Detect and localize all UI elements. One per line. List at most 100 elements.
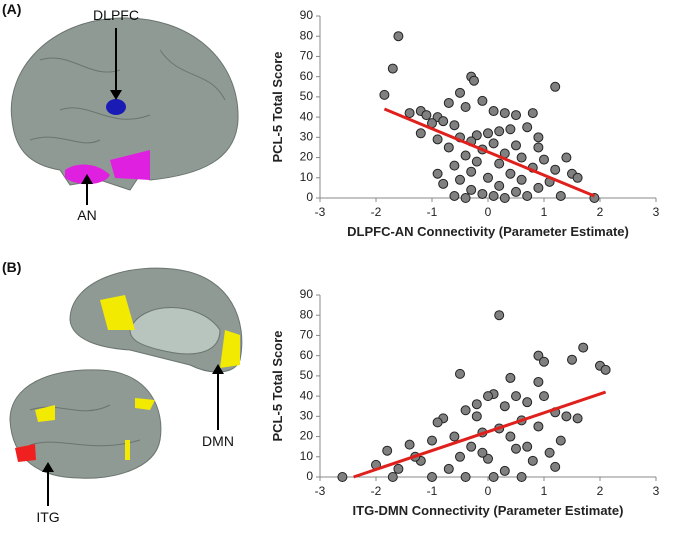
- point: [393, 31, 404, 42]
- point: [511, 391, 521, 402]
- x-axis-label: ITG-DMN Connectivity (Parameter Estimate…: [353, 503, 624, 518]
- point: [449, 431, 460, 442]
- point: [415, 128, 426, 139]
- point: [488, 190, 499, 201]
- point: [337, 472, 348, 482]
- point: [522, 190, 533, 201]
- point: [443, 463, 454, 474]
- point: [511, 443, 521, 454]
- point: [421, 110, 432, 121]
- point: [483, 391, 493, 402]
- point: [477, 447, 488, 458]
- point: [522, 122, 533, 133]
- point: [404, 108, 415, 119]
- panel-label: (A): [2, 1, 21, 17]
- point: [438, 116, 449, 127]
- region-label: DMN: [202, 433, 234, 449]
- point: [488, 138, 499, 149]
- y-tick-label: 30: [300, 130, 314, 144]
- point: [455, 451, 465, 462]
- x-tick-label: -2: [371, 484, 382, 498]
- point: [511, 186, 521, 197]
- point: [527, 455, 538, 466]
- point: [466, 441, 477, 452]
- point: [600, 364, 611, 375]
- x-tick-label: -3: [315, 484, 326, 498]
- point: [494, 126, 505, 137]
- y-tick-label: 30: [300, 409, 314, 423]
- point: [527, 108, 538, 119]
- region-label: DLPFC: [93, 7, 139, 23]
- point: [449, 160, 460, 171]
- y-tick-label: 60: [300, 348, 314, 362]
- x-tick-label: -1: [427, 205, 438, 219]
- point: [505, 372, 516, 383]
- point: [443, 142, 454, 153]
- point: [427, 435, 437, 446]
- point: [466, 166, 477, 177]
- point: [533, 142, 544, 153]
- y-axis-label: PCL-5 Total Score: [270, 330, 285, 441]
- point: [533, 421, 544, 432]
- point: [483, 128, 493, 139]
- point: [499, 108, 510, 119]
- y-tick-label: 70: [300, 328, 314, 342]
- point: [511, 140, 521, 151]
- point: [499, 465, 510, 476]
- x-axis-label: DLPFC-AN Connectivity (Parameter Estimat…: [347, 224, 629, 239]
- y-tick-label: 90: [300, 8, 314, 22]
- brain-illustration-b: [9, 267, 243, 506]
- point: [505, 168, 516, 179]
- point: [443, 97, 454, 108]
- point: [572, 413, 583, 424]
- point: [511, 110, 521, 121]
- point: [544, 447, 555, 458]
- x-tick-label: -3: [315, 205, 326, 219]
- point: [466, 184, 477, 195]
- point: [460, 405, 471, 416]
- y-tick-label: 70: [300, 49, 314, 63]
- x-tick-label: -2: [371, 205, 382, 219]
- point: [505, 431, 516, 442]
- point: [572, 172, 583, 183]
- point: [477, 188, 488, 199]
- brain-illustration-a: [10, 17, 239, 205]
- point: [455, 87, 465, 98]
- point: [471, 399, 482, 410]
- point: [494, 158, 505, 169]
- x-tick-label: 2: [597, 484, 604, 498]
- point: [494, 180, 505, 191]
- y-tick-label: 40: [300, 109, 314, 123]
- y-tick-label: 20: [300, 150, 314, 164]
- point: [516, 152, 527, 163]
- y-tick-label: 20: [300, 429, 314, 443]
- x-tick-label: 0: [485, 484, 492, 498]
- x-tick-label: 1: [541, 484, 548, 498]
- point: [550, 81, 561, 92]
- point: [483, 172, 493, 183]
- point: [449, 190, 460, 201]
- panel-label: (B): [2, 259, 21, 275]
- point: [555, 435, 566, 446]
- point: [432, 168, 443, 179]
- point: [567, 354, 577, 365]
- y-tick-label: 10: [300, 170, 314, 184]
- x-tick-label: -1: [427, 484, 438, 498]
- point: [387, 472, 398, 482]
- y-tick-label: 90: [300, 287, 314, 301]
- point: [432, 134, 443, 145]
- point: [427, 472, 437, 482]
- point: [460, 150, 471, 161]
- point: [550, 461, 561, 472]
- point: [494, 310, 505, 321]
- point: [488, 106, 499, 117]
- trend-line: [383, 107, 595, 198]
- point: [516, 174, 527, 185]
- point: [499, 193, 510, 203]
- x-tick-label: 2: [597, 205, 604, 219]
- y-tick-label: 80: [300, 28, 314, 42]
- y-tick-label: 0: [306, 190, 313, 204]
- point: [471, 411, 482, 422]
- point: [449, 120, 460, 131]
